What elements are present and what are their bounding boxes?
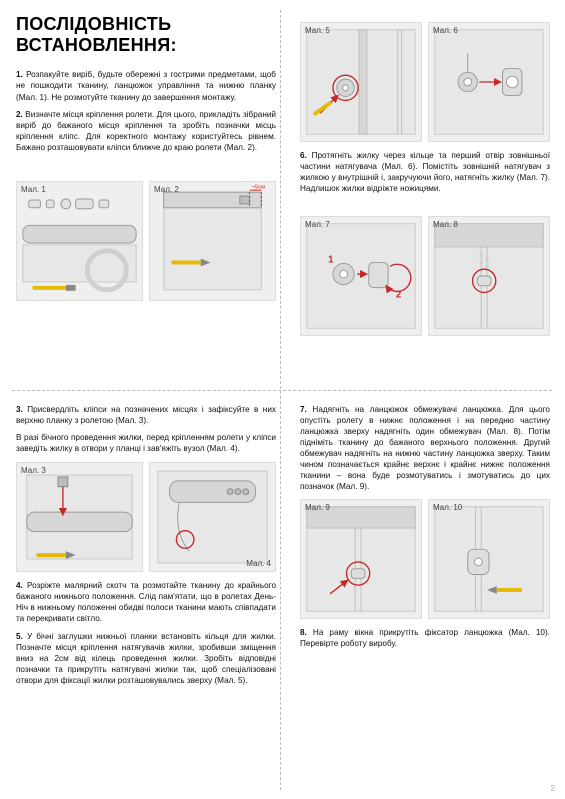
figure-4-caption: Мал. 4 [246,559,271,568]
step-2-text: 2. Визначте місця кріплення ролети. Для … [16,109,276,153]
fig-row-5-6: Мал. 5 Мал. 6 [300,22,550,142]
fig-row-9-10: Мал. 9 Мал. 10 [300,499,550,619]
figure-7: Мал. 7 1 2 [300,216,422,336]
figure-6: Мал. 6 [428,22,550,142]
left-upper-block: ПОСЛІДОВНІСТЬ ВСТАНОВЛЕННЯ: 1. Розпакуйт… [16,14,276,309]
figure-9-caption: Мал. 9 [305,503,330,512]
figure-3-caption: Мал. 3 [21,466,46,475]
figure-3-svg [17,463,142,571]
figure-10-svg [429,500,549,618]
vertical-divider [280,10,281,790]
figure-9-svg [301,500,421,618]
figure-8: Мал. 8 [428,216,550,336]
figure-3: Мал. 3 [16,462,143,572]
step-5-text: 5. У бічні заглушки нижньої планки встан… [16,631,276,686]
step-4-text: 4. Розріжте малярний скотч та розмотайте… [16,580,276,624]
step-1-body: Розпакуйте виріб, будьте обережні з гост… [16,70,276,101]
figure-1-svg [17,182,142,300]
step-4-body: Розріжте малярний скотч та розмотайте тк… [16,581,276,623]
page-title: ПОСЛІДОВНІСТЬ ВСТАНОВЛЕННЯ: [16,14,276,55]
figure-2: Мал. 2 ~5см [149,181,276,301]
figure-5-svg [301,23,421,141]
step-7-text: 7. Надягніть на ланцюжок обмежувачі ланц… [300,404,550,493]
figure-7-caption: Мал. 7 [305,220,330,229]
svg-text:1: 1 [328,255,334,266]
figure-8-caption: Мал. 8 [433,220,458,229]
step-8-body: На раму вікна прикрутіть фіксатор ланцюж… [300,628,550,648]
svg-text:2: 2 [396,290,401,301]
horizontal-divider [12,390,552,391]
figure-4: Мал. 4 [149,462,276,572]
page-number: 2 [551,784,555,793]
figure-4-svg [150,463,275,571]
figure-7-svg: 1 2 [301,217,421,335]
left-lower-block: 3. Присвердліть кліпси на позначених міс… [16,404,276,692]
right-lower-block: 7. Надягніть на ланцюжок обмежувачі ланц… [300,404,550,655]
figure-1-caption: Мал. 1 [21,185,46,194]
step-7-body: Надягніть на ланцюжок обмежувачі ланцюжк… [300,405,550,491]
step-3a-body: Присвердліть кліпси на позначених місцях… [16,405,276,425]
figure-10-caption: Мал. 10 [433,503,462,512]
page: ПОСЛІДОВНІСТЬ ВСТАНОВЛЕННЯ: 1. Розпакуйт… [0,0,565,799]
figure-5-caption: Мал. 5 [305,26,330,35]
step-5-body: У бічні заглушки нижньої планки встанові… [16,632,276,685]
fig-row-1-2: Мал. 1 [16,181,276,301]
step-3-text: 3. Присвердліть кліпси на позначених міс… [16,404,276,426]
step-1-text: 1. Розпакуйте виріб, будьте обережні з г… [16,69,276,102]
figure-5: Мал. 5 [300,22,422,142]
figure-9: Мал. 9 [300,499,422,619]
step-2-body: Визначте місця кріплення ролети. Для цьо… [16,110,276,152]
step-3b-text: В разі бічного проведення жилки, перед к… [16,432,276,454]
figure-2-svg: ~5см [150,182,275,300]
figure-8-svg [429,217,549,335]
figure-6-svg [429,23,549,141]
figure-10: Мал. 10 [428,499,550,619]
step-8-text: 8. На раму вікна прикрутіть фіксатор лан… [300,627,550,649]
right-upper-block: Мал. 5 Мал. 6 [300,14,550,344]
fig-row-3-4: Мал. 3 Мал. 4 [16,462,276,572]
figure-6-caption: Мал. 6 [433,26,458,35]
figure-2-caption: Мал. 2 [154,185,179,194]
figure-1: Мал. 1 [16,181,143,301]
fig-row-7-8: Мал. 7 1 2 Мал. 8 [300,216,550,336]
figure-2-dim: ~5см [252,184,266,190]
step-6-text: 6. Протягніть жилку через кільце та перш… [300,150,550,194]
step-6-body: Протягніть жилку через кільце та перший … [300,151,550,193]
